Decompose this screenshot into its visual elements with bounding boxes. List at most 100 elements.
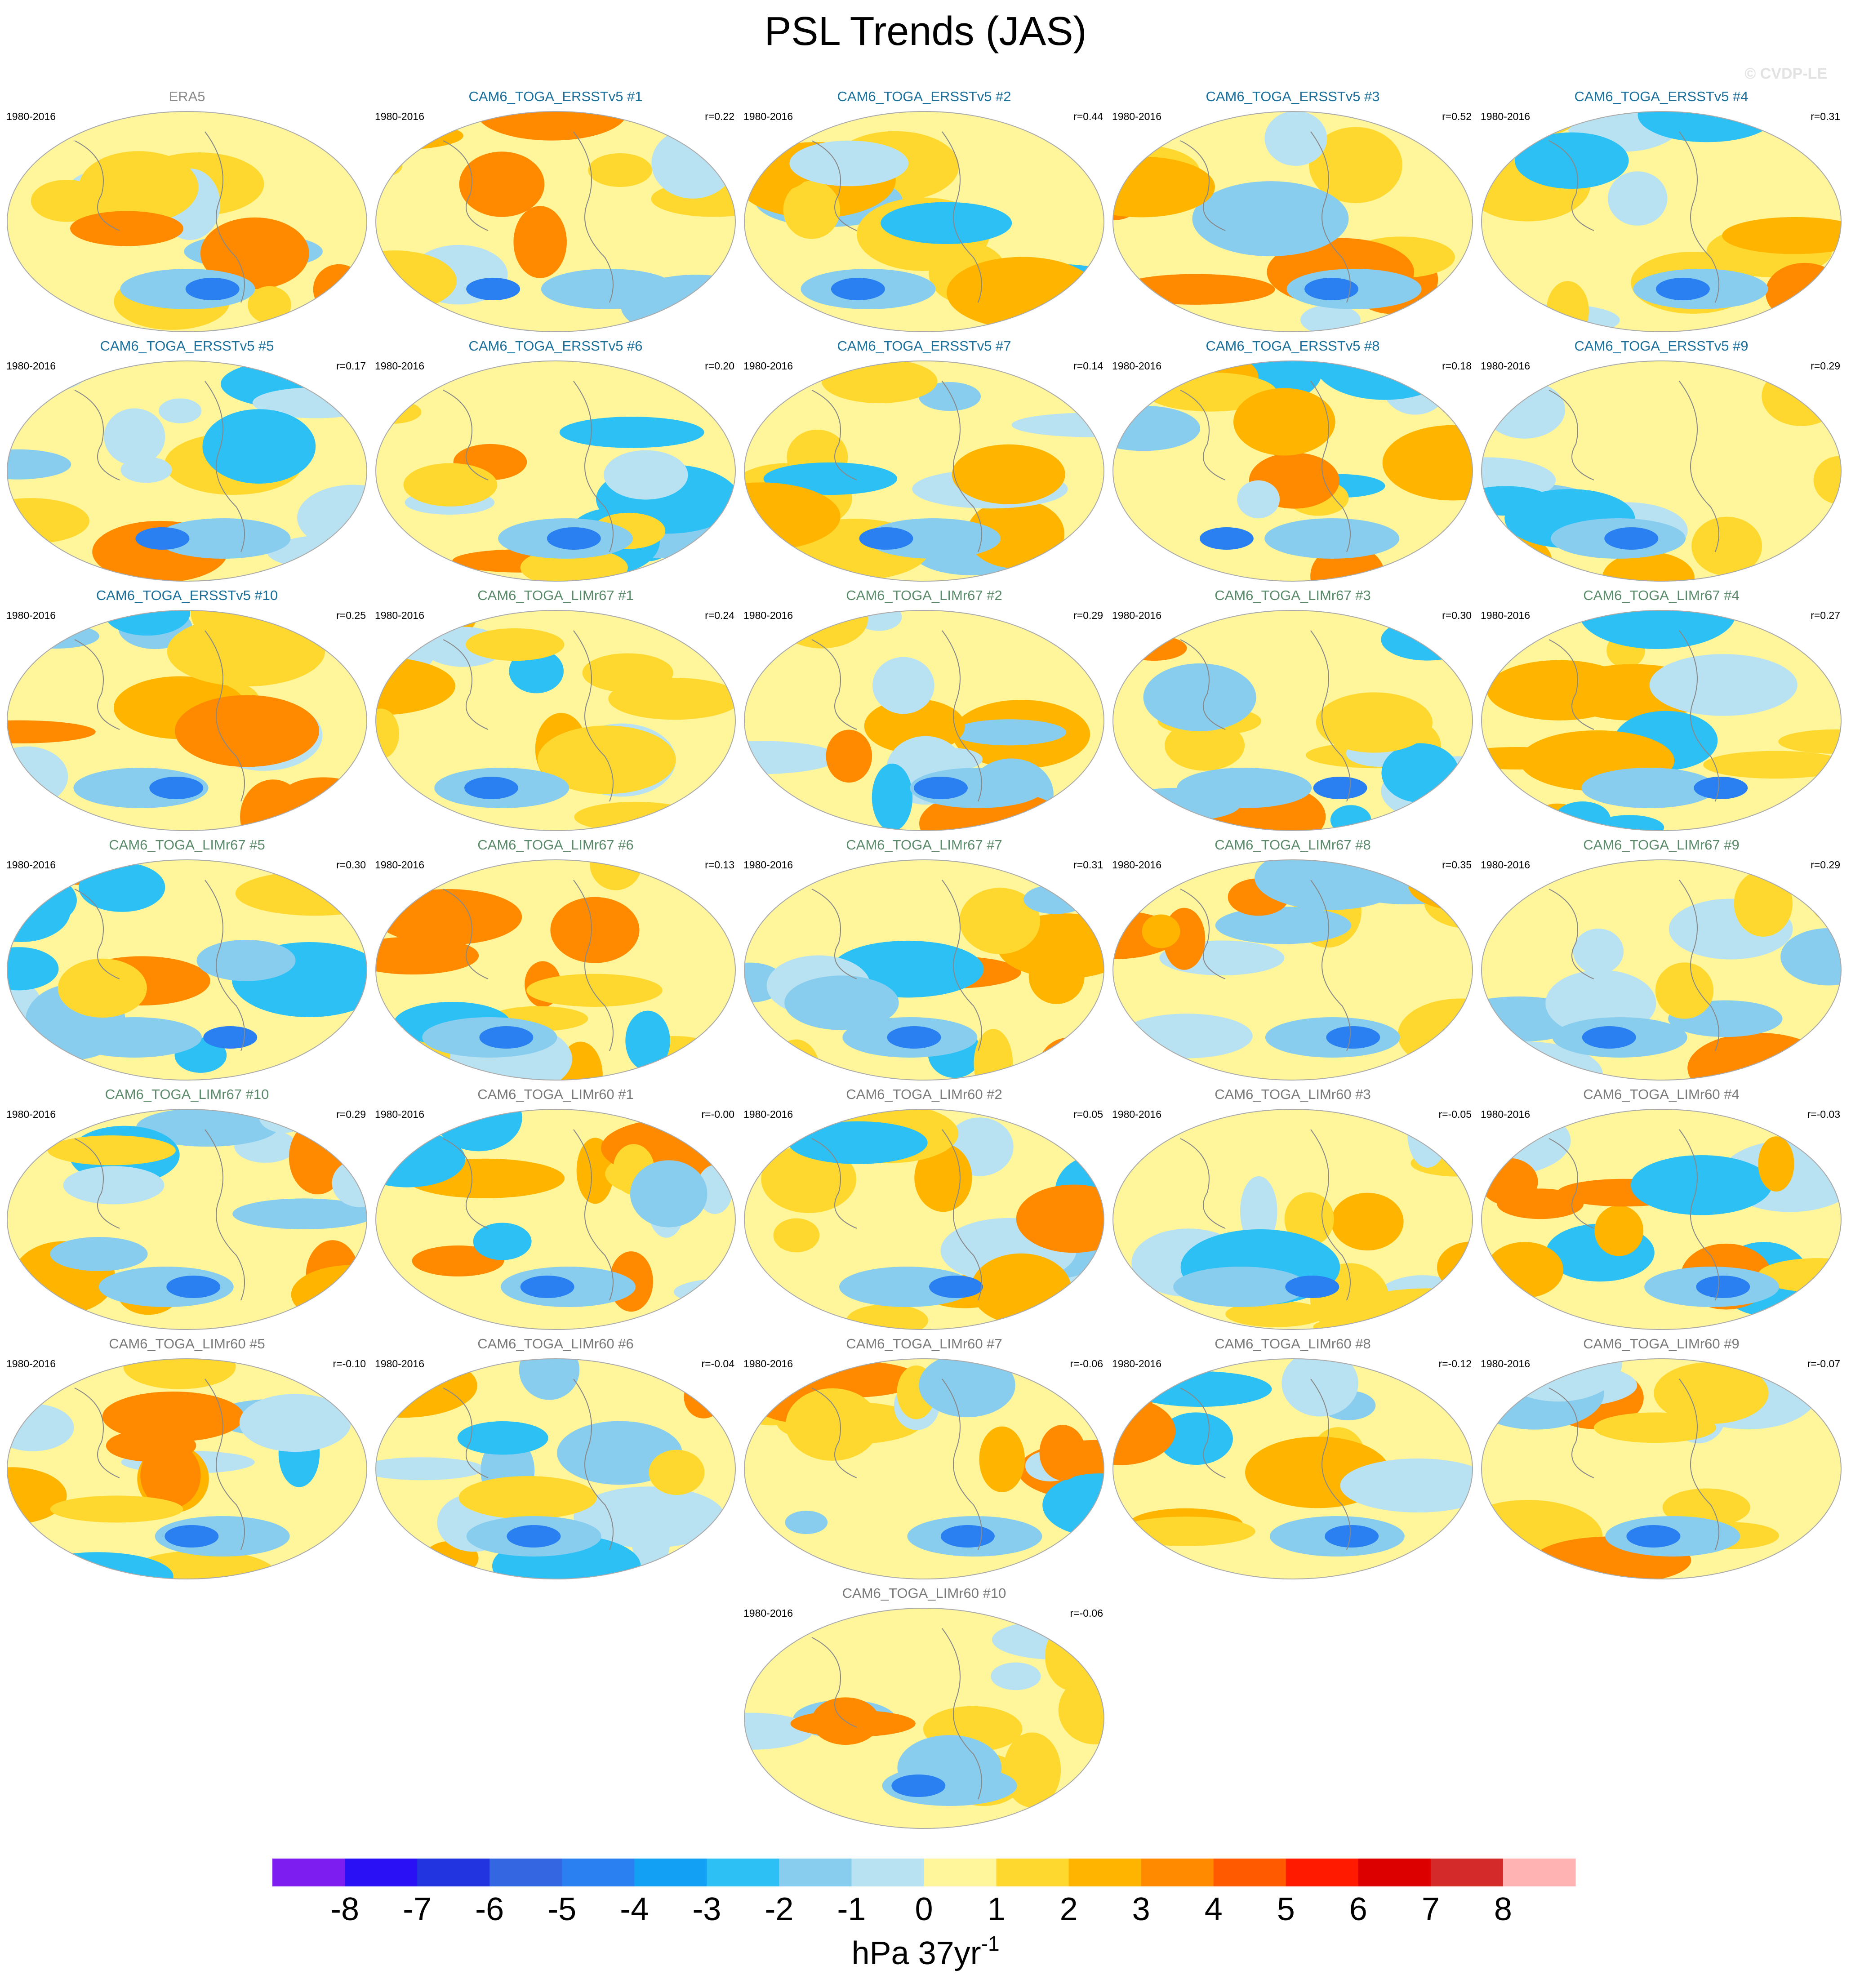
panel-title: CAM6_TOGA_ERSSTv5 #9 [1574, 338, 1748, 354]
map [376, 860, 735, 1080]
map-border [1481, 610, 1842, 831]
map-pattern [784, 975, 899, 1030]
colorbar-box [1358, 1859, 1431, 1886]
map [1113, 361, 1473, 581]
map-border [7, 1358, 367, 1579]
map-pattern [1143, 663, 1256, 731]
panel-period: 1980-2016 [6, 859, 56, 871]
map-pattern [547, 527, 601, 550]
map-border [1481, 1358, 1842, 1579]
map-border [744, 360, 1104, 582]
panel-title: CAM6_TOGA_LIMr67 #9 [1583, 837, 1739, 853]
map-pattern [136, 1109, 278, 1147]
map-pattern [625, 1010, 670, 1071]
panel-title: CAM6_TOGA_LIMr67 #4 [1583, 587, 1739, 603]
map-pattern [1813, 895, 1841, 922]
panel-correlation: r=0.44 [1073, 111, 1103, 122]
map-pattern [63, 1166, 165, 1205]
map-border [1112, 360, 1473, 582]
map-border [7, 1109, 367, 1330]
map-border [7, 111, 367, 332]
panel-correlation: r=0.17 [336, 360, 366, 372]
map-border [375, 1109, 736, 1330]
map-pattern [1113, 405, 1201, 451]
map-pattern [376, 272, 414, 332]
map-pattern [376, 1457, 485, 1481]
panel-period: 1980-2016 [1112, 859, 1161, 871]
colorbar-tick-label: 7 [1422, 1891, 1440, 1927]
panel-correlation: r=0.14 [1073, 360, 1103, 372]
map-pattern [1655, 962, 1714, 1019]
map-pattern [881, 202, 1012, 245]
map-pattern [966, 499, 1065, 569]
colorbar-unit: hPa 37yr-1 [851, 1932, 999, 1971]
map-border [1112, 1109, 1473, 1330]
map-pattern [50, 1495, 183, 1523]
colorbar-box [851, 1859, 924, 1886]
panel-correlation: r=-0.10 [333, 1358, 366, 1370]
map-pattern [1121, 1014, 1253, 1058]
map-border [744, 859, 1104, 1081]
map-pattern [1237, 480, 1280, 519]
panel-title: CAM6_TOGA_LIMr67 #3 [1215, 587, 1370, 603]
panel-correlation: r=-0.05 [1438, 1108, 1472, 1120]
map-pattern [947, 257, 1098, 329]
map-pattern [940, 1525, 995, 1548]
map-border [744, 1358, 1104, 1579]
map-coastline [1548, 880, 1719, 1051]
map-coastline [1180, 880, 1351, 1051]
map-pattern [783, 181, 840, 239]
map-pattern [519, 1359, 580, 1400]
panel-title: CAM6_TOGA_LIMr67 #7 [846, 837, 1002, 853]
panel-period: 1980-2016 [1112, 609, 1161, 621]
panel-title: CAM6_TOGA_LIMr67 #6 [477, 837, 633, 853]
map-coastline [811, 131, 982, 303]
map-coastline [811, 1379, 982, 1550]
map-pattern [1340, 1458, 1473, 1513]
panel-correlation: r=-0.03 [1807, 1108, 1840, 1120]
colorbar-tick-label: -1 [837, 1891, 866, 1927]
map-pattern [1233, 388, 1335, 456]
map-pattern [196, 939, 296, 981]
panel-period: 1980-2016 [375, 360, 424, 372]
map-border [375, 1358, 736, 1579]
map-pattern [479, 1026, 534, 1049]
panel-title: CAM6_TOGA_LIMr67 #2 [846, 587, 1002, 603]
figure-title: PSL Trends (JAS) [765, 9, 1087, 54]
panel-title: CAM6_TOGA_ERSSTv5 #10 [96, 587, 278, 603]
map-pattern [1582, 1026, 1636, 1049]
colorbar-tick-label: -8 [330, 1891, 359, 1927]
map-pattern [1117, 1517, 1255, 1546]
map-pattern [744, 1712, 813, 1750]
map-coastline [1180, 1379, 1351, 1550]
map-pattern [1300, 305, 1361, 332]
map-pattern [979, 1426, 1025, 1493]
panel-correlation: r=0.30 [336, 859, 366, 871]
map-pattern [826, 729, 872, 783]
map-pattern [50, 1236, 148, 1271]
map-border [375, 859, 736, 1081]
panel-period: 1980-2016 [6, 1108, 56, 1120]
map-coastline [811, 1628, 982, 1800]
map-pattern [239, 1394, 351, 1452]
map-pattern [1573, 929, 1624, 974]
map-border [744, 111, 1104, 332]
panel-correlation: r=0.52 [1442, 111, 1472, 122]
map-pattern [1264, 111, 1327, 166]
map-border [744, 1608, 1104, 1829]
map-pattern [1326, 1026, 1380, 1049]
panel-period: 1980-2016 [1112, 360, 1161, 372]
map-coastline [1180, 381, 1351, 552]
map-pattern [175, 695, 320, 767]
map [7, 111, 367, 332]
panel-period: 1980-2016 [743, 1358, 793, 1370]
map-pattern [376, 302, 436, 332]
panel-title: CAM6_TOGA_ERSSTv5 #7 [837, 338, 1011, 354]
map-pattern [128, 1550, 276, 1579]
map-pattern [313, 264, 365, 315]
map-pattern [1694, 777, 1748, 799]
map-pattern [872, 657, 934, 714]
map [1482, 1109, 1841, 1330]
map-pattern [866, 518, 1001, 559]
map [1113, 860, 1473, 1080]
